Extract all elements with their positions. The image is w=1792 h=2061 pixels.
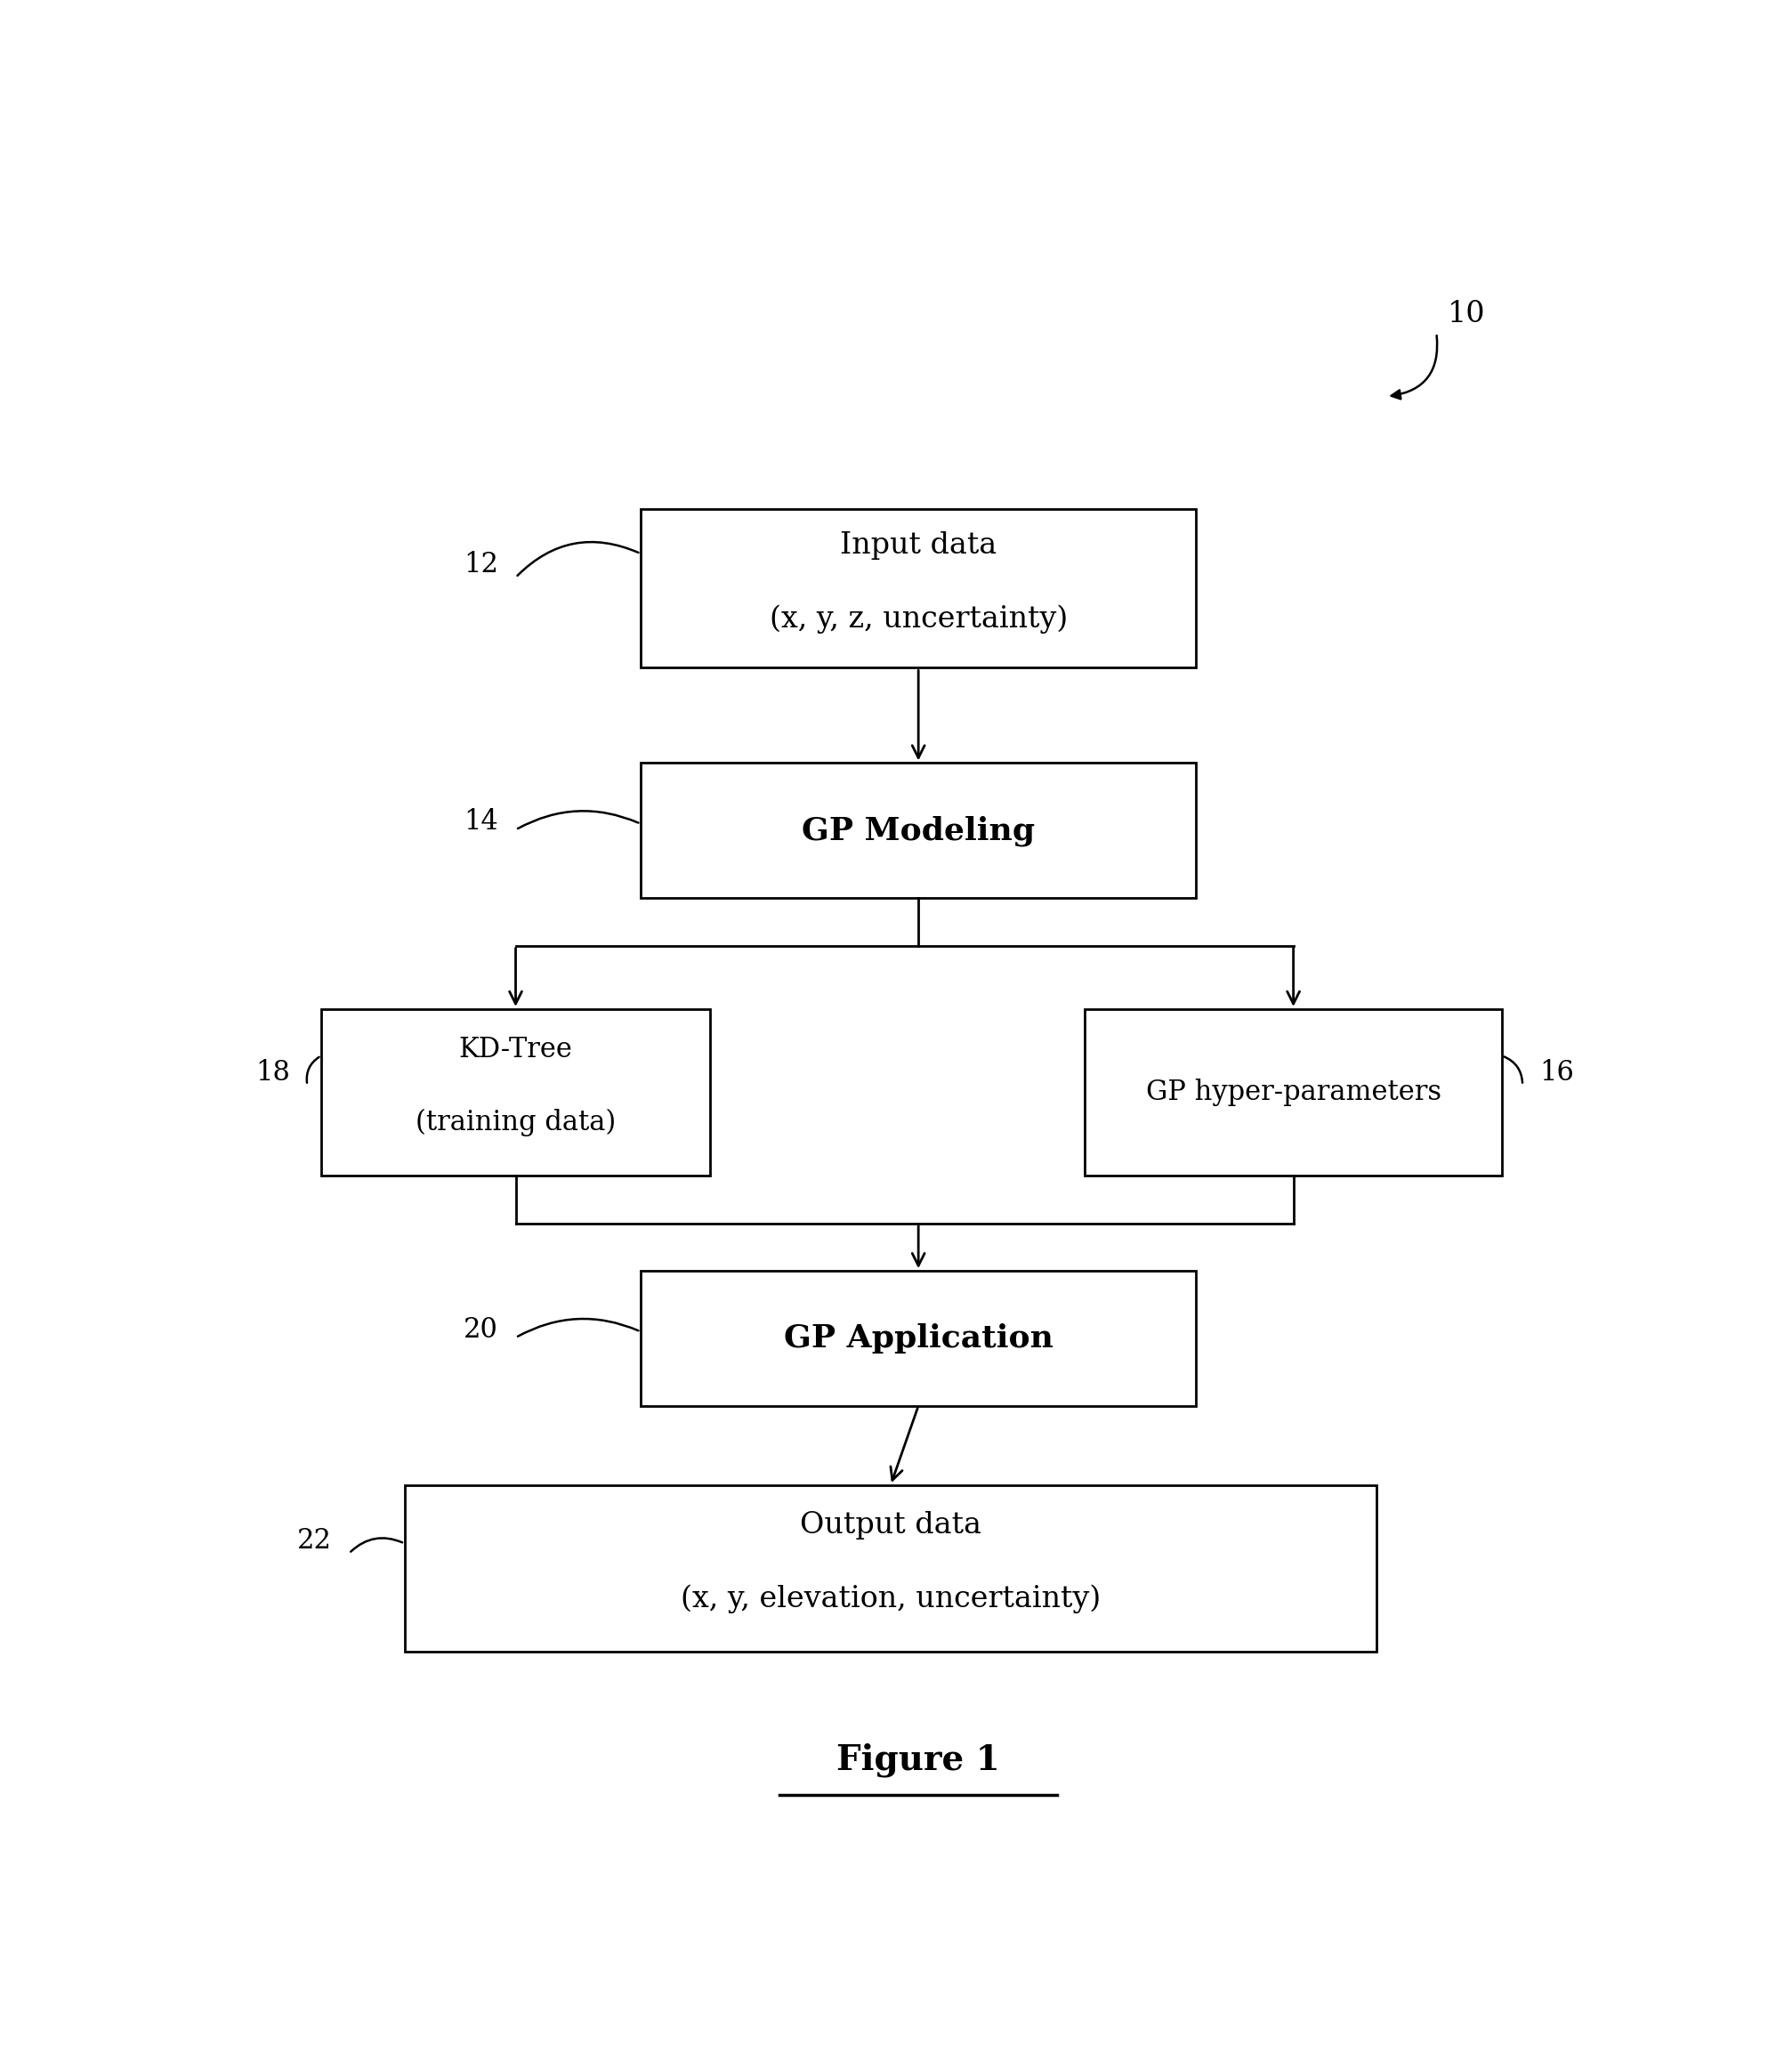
FancyArrowPatch shape (1503, 1057, 1523, 1082)
FancyArrowPatch shape (351, 1538, 401, 1552)
FancyArrowPatch shape (1391, 336, 1437, 400)
Bar (642, 763, 1197, 899)
FancyArrowPatch shape (306, 1057, 319, 1082)
FancyArrowPatch shape (518, 810, 638, 829)
FancyArrowPatch shape (518, 542, 638, 575)
Text: (x, y, z, uncertainty): (x, y, z, uncertainty) (769, 604, 1068, 633)
Text: (x, y, elevation, uncertainty): (x, y, elevation, uncertainty) (681, 1585, 1100, 1614)
Bar (642, 1272, 1197, 1406)
Text: GP Application: GP Application (783, 1323, 1054, 1354)
Text: GP hyper-parameters: GP hyper-parameters (1145, 1078, 1441, 1107)
Text: 22: 22 (297, 1527, 332, 1554)
Bar (405, 1486, 1376, 1651)
Text: 20: 20 (464, 1315, 498, 1344)
Text: Figure 1: Figure 1 (837, 1742, 1000, 1777)
Bar (321, 1010, 710, 1175)
Text: 14: 14 (464, 808, 498, 835)
Text: Output data: Output data (799, 1511, 982, 1540)
Text: (training data): (training data) (416, 1109, 616, 1136)
Bar (1086, 1010, 1502, 1175)
Text: KD-Tree: KD-Tree (459, 1037, 572, 1063)
Text: Input data: Input data (840, 532, 996, 561)
Text: GP Modeling: GP Modeling (801, 816, 1036, 845)
Text: 10: 10 (1448, 299, 1486, 328)
FancyArrowPatch shape (518, 1319, 638, 1336)
Text: 16: 16 (1539, 1059, 1575, 1086)
Text: 12: 12 (464, 550, 498, 579)
Text: 18: 18 (254, 1059, 290, 1086)
Bar (642, 509, 1197, 668)
